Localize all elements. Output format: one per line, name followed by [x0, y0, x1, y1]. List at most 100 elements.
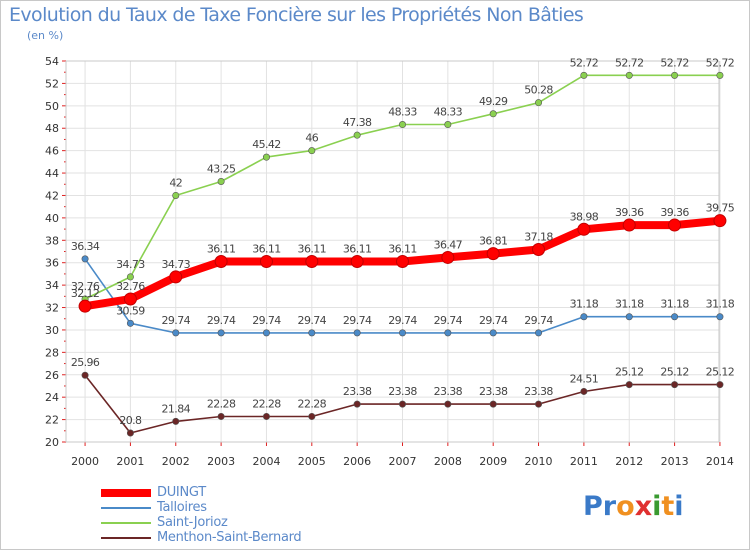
logo-letter: t: [661, 491, 675, 522]
data-point: [308, 412, 316, 420]
y-tick-label: 36: [45, 257, 59, 270]
x-tick-label: 2013: [661, 455, 689, 468]
legend-label: DUINGT: [157, 485, 206, 500]
data-point: [396, 254, 409, 268]
data-point: [169, 270, 183, 284]
data-label: 29.74: [434, 314, 463, 327]
data-label: 38.98: [570, 210, 599, 223]
data-point: [489, 400, 497, 408]
y-tick-label: 26: [45, 369, 59, 382]
data-point: [350, 254, 364, 268]
data-label: 29.74: [388, 314, 417, 327]
proxiti-logo: Proxiti: [583, 491, 684, 522]
legend-swatch: [101, 522, 151, 524]
logo-letter: i: [652, 491, 662, 522]
data-label: 36.11: [298, 242, 327, 255]
data-point: [262, 329, 270, 337]
y-tick-label: 38: [45, 234, 59, 247]
data-point: [625, 313, 633, 321]
x-tick-label: 2011: [570, 455, 598, 468]
data-label: 31.18: [615, 298, 644, 311]
data-label: 39.36: [615, 206, 644, 219]
data-point: [398, 400, 406, 408]
y-tick-label: 24: [45, 391, 59, 404]
data-point: [668, 218, 682, 232]
data-point: [259, 254, 273, 268]
data-point: [535, 329, 543, 337]
data-label: 29.74: [298, 314, 327, 327]
data-point: [353, 329, 361, 337]
series-saint-jorioz: [81, 71, 724, 303]
legend-swatch: [101, 489, 151, 497]
data-point: [308, 147, 316, 155]
data-point: [580, 313, 588, 321]
data-label: 24.51: [570, 372, 599, 385]
data-point: [713, 214, 727, 228]
data-label: 48.33: [388, 106, 417, 119]
y-tick-label: 42: [45, 189, 59, 202]
data-point: [308, 329, 316, 337]
data-point: [716, 313, 724, 321]
data-point: [671, 313, 679, 321]
data-label: 32.76: [116, 280, 145, 293]
x-tick-label: 2008: [434, 455, 462, 468]
data-label: 20.8: [119, 414, 142, 427]
data-label: 50.28: [524, 84, 553, 97]
data-point: [716, 381, 724, 389]
data-point: [172, 417, 180, 425]
y-tick-label: 34: [45, 279, 59, 292]
data-point: [123, 292, 137, 306]
data-point: [489, 329, 497, 337]
data-point: [625, 381, 633, 389]
data-point: [217, 329, 225, 337]
data-label: 22.28: [252, 397, 281, 410]
data-point: [398, 329, 406, 337]
data-point: [126, 429, 134, 437]
y-tick-label: 40: [45, 212, 59, 225]
data-label: 36.11: [252, 242, 281, 255]
y-unit-label: (en %): [27, 29, 64, 42]
logo-letter: x: [634, 491, 653, 522]
x-tick-label: 2001: [116, 455, 144, 468]
data-label: 25.12: [615, 366, 644, 379]
data-label: 49.29: [479, 95, 508, 108]
data-label: 34.73: [116, 258, 145, 271]
axes: 20 22 24 26 28 30 32 34 36 38 40 42 44 46 48 50 52 54 2000…: [45, 55, 734, 468]
data-label: 43.25: [207, 162, 236, 175]
data-label: 46: [305, 132, 318, 145]
data-label: 36.34: [71, 240, 100, 253]
data-label: 42: [169, 176, 182, 189]
logo-letter: o: [616, 491, 635, 522]
data-point: [535, 400, 543, 408]
y-tick-label: 22: [45, 414, 59, 427]
data-label: 32.76: [71, 280, 100, 293]
data-label: 37.18: [524, 230, 553, 243]
data-label: 25.12: [660, 366, 689, 379]
y-tick-label: 54: [45, 55, 59, 68]
data-label: 23.38: [343, 385, 372, 398]
data-point: [353, 131, 361, 139]
y-tick-label: 50: [45, 100, 59, 113]
data-label: 52.72: [660, 56, 689, 69]
data-label: 31.18: [570, 298, 599, 311]
y-tick-label: 20: [45, 436, 59, 449]
x-tick-label: 2009: [479, 455, 507, 468]
data-point: [671, 381, 679, 389]
data-point: [217, 177, 225, 185]
data-point: [172, 329, 180, 337]
data-point: [444, 400, 452, 408]
data-label: 22.28: [298, 397, 327, 410]
data-label: 25.12: [706, 366, 735, 379]
series-talloires: [81, 255, 724, 337]
x-tick-label: 2004: [252, 455, 280, 468]
data-label: 32.12: [71, 287, 100, 300]
legend-label: Menthon-Saint-Bernard: [157, 530, 302, 545]
x-tick-label: 2006: [343, 455, 371, 468]
data-label: 29.74: [207, 314, 236, 327]
data-point: [262, 153, 270, 161]
data-point: [398, 121, 406, 129]
series-duingt: [78, 214, 727, 313]
